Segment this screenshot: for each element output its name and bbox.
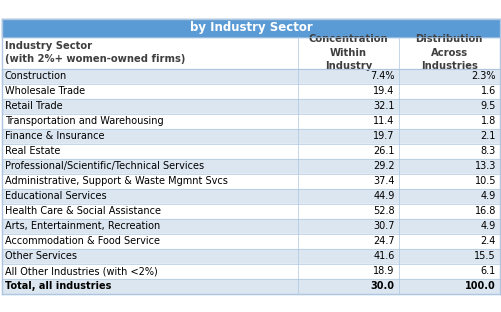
Text: 19.7: 19.7	[372, 131, 394, 141]
Bar	[2, 173, 499, 188]
Text: 13.3: 13.3	[473, 161, 495, 171]
Bar	[2, 218, 499, 233]
Text: Arts, Entertainment, Recreation: Arts, Entertainment, Recreation	[5, 221, 160, 231]
Bar	[2, 114, 499, 129]
Text: 30.0: 30.0	[370, 281, 394, 291]
Text: 24.7: 24.7	[372, 236, 394, 246]
Text: Concentration
Within
Industry: Concentration Within Industry	[308, 34, 387, 71]
Text: 26.1: 26.1	[372, 146, 394, 156]
Text: Professional/Scientific/Technical Services: Professional/Scientific/Technical Servic…	[5, 161, 204, 171]
Text: 10.5: 10.5	[473, 176, 495, 186]
Text: 7.4%: 7.4%	[369, 71, 394, 81]
Bar	[2, 158, 499, 173]
Text: 52.8: 52.8	[372, 206, 394, 216]
Text: Finance & Insurance: Finance & Insurance	[5, 131, 104, 141]
Text: Other Services: Other Services	[5, 251, 77, 261]
Text: Construction: Construction	[5, 71, 67, 81]
Bar	[2, 279, 499, 294]
Text: Educational Services: Educational Services	[5, 191, 106, 201]
Text: Administrative, Support & Waste Mgmnt Svcs: Administrative, Support & Waste Mgmnt Sv…	[5, 176, 227, 186]
Bar	[2, 264, 499, 279]
Text: 4.9: 4.9	[480, 221, 495, 231]
Text: 100.0: 100.0	[464, 281, 495, 291]
Text: 9.5: 9.5	[479, 101, 495, 111]
Bar	[2, 248, 499, 264]
Text: 37.4: 37.4	[372, 176, 394, 186]
Text: 2.4: 2.4	[479, 236, 495, 246]
Bar	[2, 84, 499, 99]
Text: Health Care & Social Assistance: Health Care & Social Assistance	[5, 206, 161, 216]
Text: 41.6: 41.6	[372, 251, 394, 261]
Text: 29.2: 29.2	[372, 161, 394, 171]
Text: 44.9: 44.9	[372, 191, 394, 201]
Bar	[2, 203, 499, 218]
Text: 1.6: 1.6	[480, 86, 495, 96]
Text: by Industry Sector: by Industry Sector	[189, 21, 312, 34]
Text: Accommodation & Food Service: Accommodation & Food Service	[5, 236, 160, 246]
Bar	[2, 233, 499, 248]
Bar	[2, 129, 499, 144]
Bar	[2, 144, 499, 158]
Text: Transportation and Warehousing: Transportation and Warehousing	[5, 116, 163, 126]
Text: 8.3: 8.3	[480, 146, 495, 156]
Text: 18.9: 18.9	[372, 266, 394, 276]
Text: 2.1: 2.1	[479, 131, 495, 141]
Text: 30.7: 30.7	[372, 221, 394, 231]
Bar	[2, 18, 499, 37]
Text: Wholesale Trade: Wholesale Trade	[5, 86, 85, 96]
Text: 4.9: 4.9	[480, 191, 495, 201]
Text: Total, all industries: Total, all industries	[5, 281, 111, 291]
Text: 19.4: 19.4	[372, 86, 394, 96]
Bar	[2, 99, 499, 114]
Text: All Other Industries (with <2%): All Other Industries (with <2%)	[5, 266, 157, 276]
Text: Industry Sector
(with 2%+ women-owned firms): Industry Sector (with 2%+ women-owned fi…	[5, 41, 185, 64]
Text: 1.8: 1.8	[480, 116, 495, 126]
Text: Distribution
Across
Industries: Distribution Across Industries	[415, 34, 482, 71]
Text: 11.4: 11.4	[372, 116, 394, 126]
Text: Retail Trade: Retail Trade	[5, 101, 63, 111]
Text: 2.3%: 2.3%	[470, 71, 495, 81]
Text: 6.1: 6.1	[480, 266, 495, 276]
Bar	[2, 37, 499, 69]
Text: 16.8: 16.8	[473, 206, 495, 216]
Text: 32.1: 32.1	[372, 101, 394, 111]
Text: Real Estate: Real Estate	[5, 146, 60, 156]
Bar	[2, 69, 499, 84]
Bar	[2, 188, 499, 203]
Text: 15.5: 15.5	[473, 251, 495, 261]
